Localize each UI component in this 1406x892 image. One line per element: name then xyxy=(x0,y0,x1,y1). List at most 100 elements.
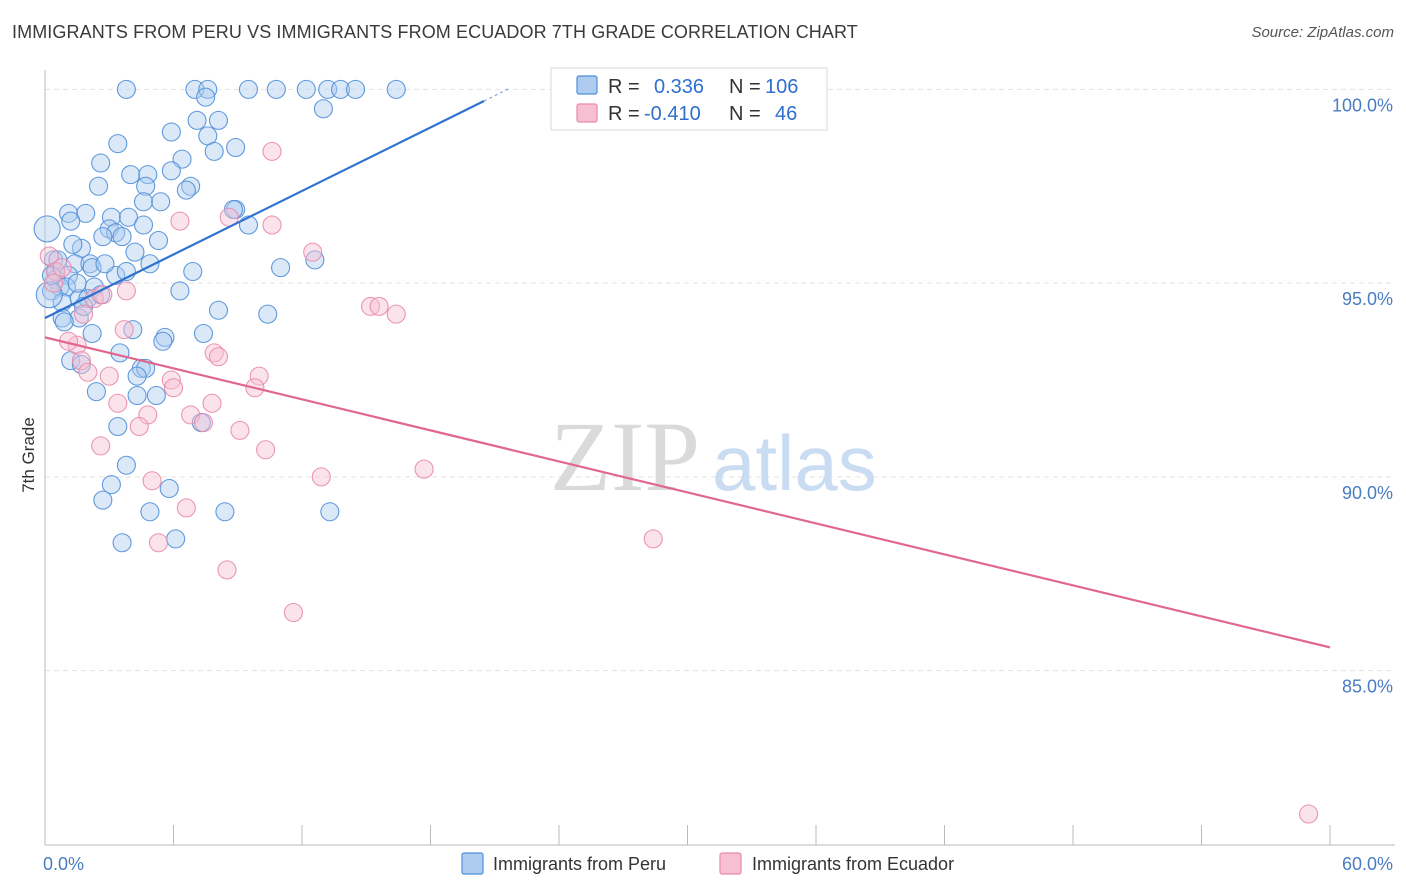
ecuador-point xyxy=(163,378,184,398)
correlation-legend: R = 0.336 N = 106 R = -0.410 N = 46 xyxy=(550,67,828,131)
peru-point xyxy=(86,382,106,402)
peru-point xyxy=(112,533,132,553)
peru-point xyxy=(193,323,214,344)
peru-point xyxy=(215,502,235,522)
peru-point xyxy=(101,207,121,227)
y-tick-label: 90.0% xyxy=(1342,483,1393,503)
ecuador-point xyxy=(643,529,663,549)
x-tick-label: 0.0% xyxy=(43,854,84,874)
bottom-legend-ecuador-label: Immigrants from Ecuador xyxy=(752,854,954,874)
peru-point xyxy=(226,137,246,158)
ecuador-point xyxy=(1299,804,1319,824)
peru-point xyxy=(136,176,156,196)
peru-point xyxy=(196,87,216,107)
peru-point xyxy=(54,312,74,332)
peru-point xyxy=(198,79,218,99)
peru-point xyxy=(187,110,207,130)
peru-point xyxy=(33,215,61,243)
peru-point xyxy=(345,79,366,99)
ecuador-trendline xyxy=(44,336,1331,649)
peru-point xyxy=(93,227,113,247)
peru-point xyxy=(204,141,224,161)
bottom-legend-peru-swatch xyxy=(461,852,484,875)
peru-point xyxy=(93,490,113,510)
ecuador-point xyxy=(369,296,389,316)
peru-point xyxy=(140,502,160,522)
peru-point xyxy=(116,455,136,475)
peru-point xyxy=(313,99,333,119)
peru-point xyxy=(118,207,139,227)
peru-point xyxy=(271,258,291,278)
axes xyxy=(44,70,1395,846)
peru-point xyxy=(95,254,115,274)
peru-point xyxy=(82,258,102,278)
y-tick-label: 85.0% xyxy=(1342,677,1393,697)
ecuador-point xyxy=(52,258,72,278)
peru-point xyxy=(258,304,278,324)
ecuador-point xyxy=(193,413,214,433)
legend-ecuador-r-label: R = xyxy=(608,103,640,125)
peru-point xyxy=(91,153,111,173)
peru-point xyxy=(138,165,158,185)
peru-point xyxy=(127,366,147,386)
source-label: Source: ZipAtlas.com xyxy=(1251,24,1394,41)
peru-point xyxy=(170,281,190,301)
peru-point xyxy=(127,385,147,406)
chart-title: IMMIGRANTS FROM PERU VS IMMIGRANTS FROM … xyxy=(12,22,858,42)
x-tick-label: 60.0% xyxy=(1342,854,1393,874)
peru-trendline-extension xyxy=(483,87,511,102)
ecuador-point xyxy=(170,211,190,231)
peru-point xyxy=(59,203,79,223)
ecuador-point xyxy=(230,420,250,440)
peru-point xyxy=(159,478,179,499)
ecuador-point xyxy=(129,416,149,437)
peru-point xyxy=(133,215,154,235)
peru-point xyxy=(112,227,132,247)
y-tick-label: 95.0% xyxy=(1342,289,1393,309)
ecuador-point xyxy=(283,602,303,623)
peru-point xyxy=(330,79,351,99)
bottom-legend-ecuador-swatch xyxy=(719,852,742,875)
legend-peru-swatch xyxy=(576,75,598,95)
peru-point xyxy=(108,416,128,437)
peru-point xyxy=(161,161,181,181)
series-legend: Immigrants from Peru Immigrants from Ecu… xyxy=(461,852,954,875)
peru-trendline xyxy=(44,100,485,319)
bottom-legend-peru-label: Immigrants from Peru xyxy=(493,854,666,874)
ecuador-point xyxy=(74,304,94,324)
legend-peru-n-label: N = xyxy=(729,76,761,98)
legend-ecuador-n-value: 46 xyxy=(775,103,797,125)
peru-point xyxy=(151,192,171,212)
legend-ecuador-r-value: -0.410 xyxy=(644,103,701,125)
peru-point xyxy=(82,323,102,344)
watermark: ZIP atlas xyxy=(550,401,877,512)
peru-point xyxy=(63,234,83,254)
x-tick-labels: 0.0% 60.0% xyxy=(43,854,1393,874)
trendlines xyxy=(44,87,1331,649)
peru-point xyxy=(116,79,136,99)
peru-point xyxy=(266,79,286,99)
peru-point xyxy=(208,300,229,320)
watermark-zip: ZIP xyxy=(550,401,700,512)
peru-point xyxy=(161,122,181,142)
peru-point xyxy=(76,203,96,223)
ecuador-point xyxy=(78,362,98,382)
legend-ecuador-n-label: N = xyxy=(729,103,761,125)
peru-point xyxy=(386,79,406,99)
peru-point xyxy=(67,273,87,293)
peru-point xyxy=(121,165,141,185)
ecuador-point xyxy=(91,436,111,456)
ecuador-point xyxy=(262,141,282,161)
peru-point xyxy=(296,79,316,99)
ecuador-point xyxy=(217,560,237,580)
peru-point xyxy=(148,230,169,251)
peru-point xyxy=(208,110,229,130)
ecuador-point xyxy=(249,366,269,386)
ecuador-point xyxy=(414,459,434,479)
ecuador-point xyxy=(303,242,323,262)
peru-point xyxy=(61,211,81,231)
ecuador-point xyxy=(202,393,222,413)
ecuador-point xyxy=(256,440,276,460)
